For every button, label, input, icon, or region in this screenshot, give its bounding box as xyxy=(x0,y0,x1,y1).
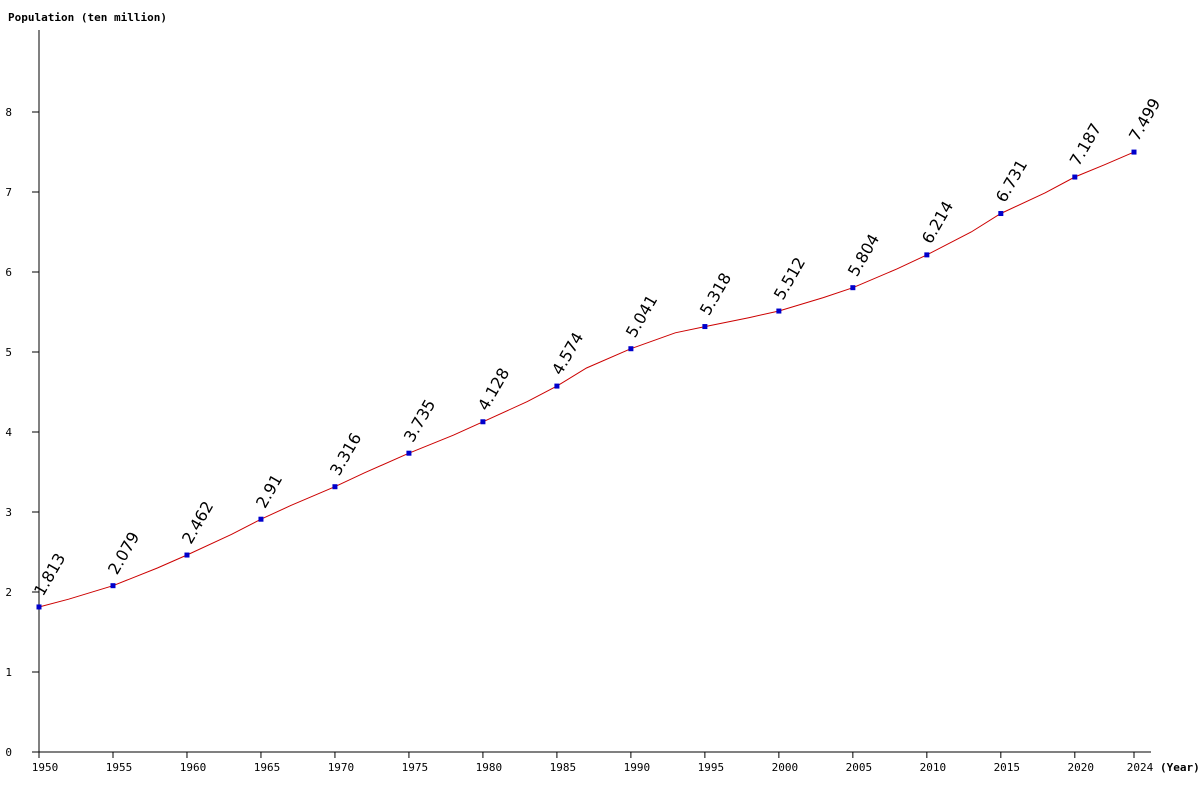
x-tick-label: 2000 xyxy=(772,761,799,774)
y-tick-label: 8 xyxy=(5,106,12,119)
x-tick-label: 2024 xyxy=(1127,761,1154,774)
data-point-label: 5.804 xyxy=(844,231,883,280)
data-point-marker xyxy=(850,285,856,291)
x-tick-label: 2020 xyxy=(1068,761,1095,774)
data-point-label: 1.813 xyxy=(30,550,69,599)
x-tick-label: 2015 xyxy=(994,761,1021,774)
data-point-label: 3.316 xyxy=(326,430,365,479)
data-point-label: 6.214 xyxy=(918,198,957,247)
data-point-marker xyxy=(1072,174,1078,180)
data-points: 1.813 2.0792.4622.913.3163.7354.1284.5745… xyxy=(30,95,1164,610)
y-axis-title: Population (ten million) xyxy=(8,11,167,24)
data-point-marker xyxy=(406,450,412,456)
data-point-marker xyxy=(998,211,1004,217)
y-tick-label: 1 xyxy=(5,666,12,679)
y-tick-label: 4 xyxy=(5,426,12,439)
x-tick-label: 1980 xyxy=(476,761,503,774)
data-point-label: 5.512 xyxy=(770,254,809,303)
data-point-marker xyxy=(332,484,338,490)
data-point-marker xyxy=(924,252,930,258)
y-axis-ticks: 0 1 2 3 4 5 6 7 8 xyxy=(5,106,39,759)
data-point-label: 2.079 xyxy=(104,529,143,578)
data-point-marker xyxy=(258,516,264,522)
y-tick-label: 3 xyxy=(5,506,12,519)
x-tick-label: 1960 xyxy=(180,761,207,774)
x-tick-label: 1950 xyxy=(32,761,59,774)
x-tick-label: 2005 xyxy=(846,761,873,774)
data-point-label: 3.735 xyxy=(400,396,439,445)
x-tick-label: 1970 xyxy=(328,761,355,774)
data-point-label: 7.499 xyxy=(1125,95,1164,144)
x-tick-label: 1995 xyxy=(698,761,725,774)
y-tick-label: 7 xyxy=(5,186,12,199)
data-point-marker xyxy=(776,308,782,314)
x-tick-label: 1965 xyxy=(254,761,281,774)
x-tick-label: 1955 xyxy=(106,761,133,774)
data-point-label: 4.128 xyxy=(474,365,513,414)
data-point-marker xyxy=(110,583,116,589)
x-tick-label: 1990 xyxy=(624,761,651,774)
data-point-label: 7.187 xyxy=(1066,120,1105,169)
data-point-label: 2.462 xyxy=(178,498,217,547)
x-tick-label: 1985 xyxy=(550,761,577,774)
data-point-marker xyxy=(554,383,560,389)
data-point-marker xyxy=(702,324,708,330)
data-point-marker xyxy=(480,419,486,425)
y-tick-label: 6 xyxy=(5,266,12,279)
data-point-marker xyxy=(1131,149,1137,155)
series-layer xyxy=(38,151,1135,608)
population-line xyxy=(38,151,1135,608)
data-point-label: 5.041 xyxy=(622,292,661,341)
data-point-label: 6.731 xyxy=(992,156,1031,205)
x-axis-title: (Year) xyxy=(1160,761,1200,774)
x-tick-label: 1975 xyxy=(402,761,429,774)
data-point-label: 2.91 xyxy=(252,471,286,511)
y-tick-label: 0 xyxy=(5,746,12,759)
data-point-label: 5.318 xyxy=(696,269,735,318)
x-axis-ticks: 1950 1955 1960 1965 1970 1975 1980 1985 1990 1995… xyxy=(32,752,1154,774)
x-tick-label: 2010 xyxy=(920,761,947,774)
y-tick-label: 2 xyxy=(5,586,12,599)
data-point-marker xyxy=(628,346,634,352)
data-point-marker xyxy=(36,604,42,610)
y-tick-label: 5 xyxy=(5,346,12,359)
data-point-marker xyxy=(184,552,190,558)
